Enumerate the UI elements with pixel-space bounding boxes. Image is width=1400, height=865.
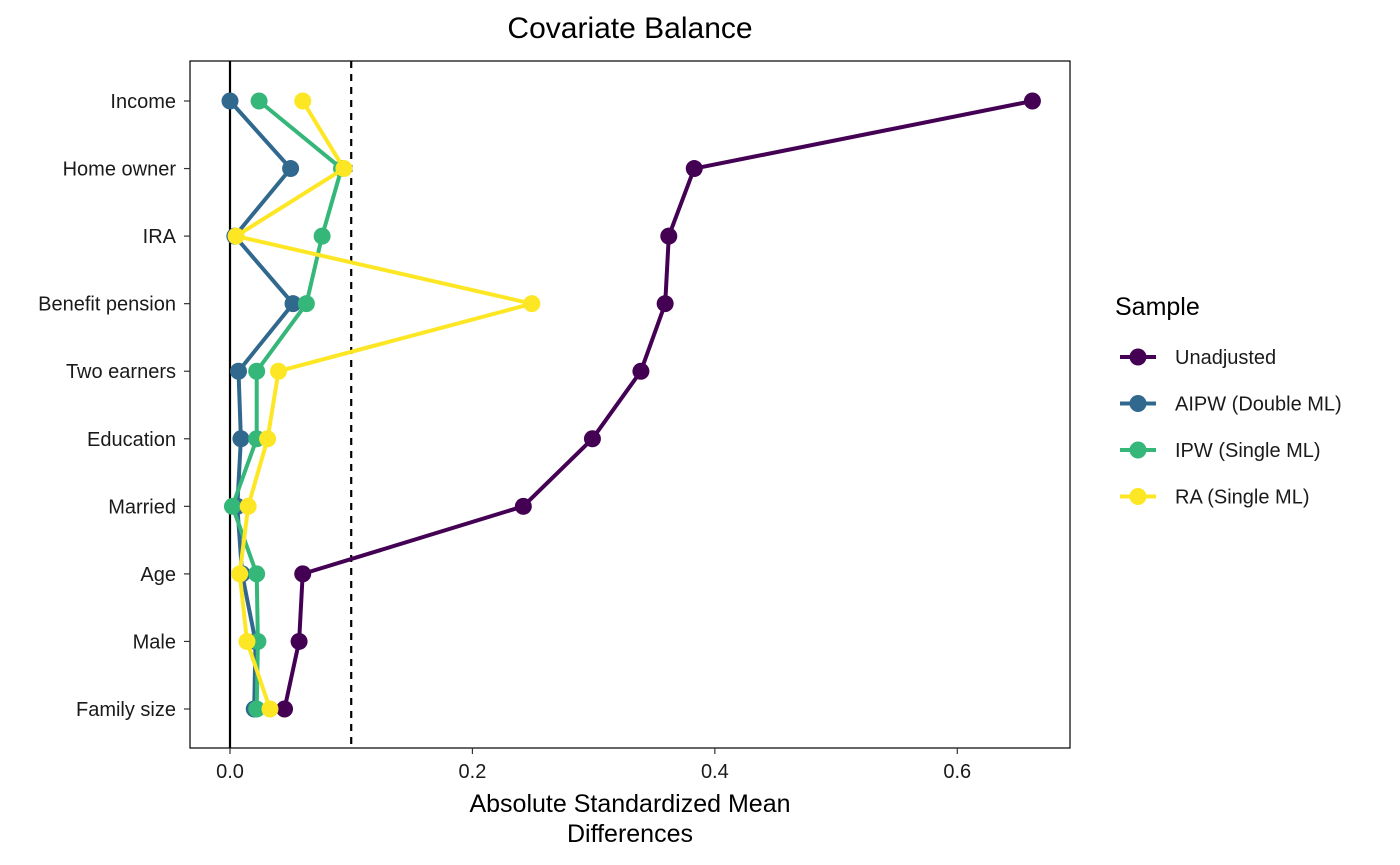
data-point: [284, 295, 302, 313]
x-tick-label: 0.4: [701, 761, 729, 783]
data-point: [261, 700, 279, 718]
legend-title: Sample: [1115, 293, 1200, 321]
data-point: [227, 227, 245, 245]
y-tick-label: Age: [140, 564, 176, 586]
x-tick-label: 0.0: [216, 761, 244, 783]
data-point: [583, 430, 601, 448]
legend: Sample Unadjusted AIPW (Double ML) IPW (Si…: [1115, 293, 1342, 509]
data-point: [229, 362, 247, 380]
legend-key-point: [1129, 488, 1147, 505]
data-point: [231, 565, 249, 583]
data-point: [297, 295, 315, 313]
y-tick-label: Benefit pension: [38, 294, 176, 316]
data-point: [238, 632, 256, 650]
data-point: [523, 295, 541, 313]
y-tick-label: Married: [108, 496, 176, 518]
legend-label: AIPW (Double ML): [1175, 394, 1342, 416]
data-point: [290, 632, 308, 650]
data-point: [269, 362, 287, 380]
data-point: [221, 92, 239, 110]
data-point: [335, 160, 353, 178]
data-point: [294, 565, 312, 583]
data-point: [223, 497, 241, 515]
data-point: [632, 362, 650, 380]
series-0: [276, 92, 1041, 718]
y-axis: Income Home owner IRA Benefit pension Two ea…: [38, 91, 190, 721]
legend-key-point: [1129, 441, 1147, 459]
data-point: [313, 227, 331, 245]
series-line: [282, 99, 1035, 711]
y-tick-label: Family size: [76, 699, 176, 721]
data-point: [259, 430, 277, 448]
reference-lines: [228, 61, 353, 748]
data-point: [250, 92, 268, 110]
y-tick-label: Education: [87, 429, 176, 451]
plot-panel: [189, 60, 1071, 749]
x-tick-label: 0.6: [943, 761, 971, 783]
x-tick-label: 0.2: [459, 761, 487, 783]
data-point: [514, 497, 532, 515]
data-point: [282, 160, 300, 178]
chart-title: Covariate Balance: [507, 12, 752, 45]
data-point: [685, 160, 703, 178]
data-point: [1023, 92, 1041, 110]
data-point: [248, 362, 266, 380]
series-layer: [221, 92, 1041, 718]
series-line: [234, 99, 534, 711]
y-tick-label: Two earners: [66, 361, 176, 383]
data-point: [660, 227, 678, 245]
y-tick-label: IRA: [143, 226, 177, 248]
series-line: [230, 99, 344, 711]
data-point: [276, 700, 294, 718]
data-point: [232, 430, 250, 448]
legend-label: Unadjusted: [1175, 347, 1276, 369]
legend-key-point: [1129, 395, 1147, 412]
y-tick-label: Male: [133, 631, 176, 653]
series-line: [228, 99, 295, 711]
data-point: [239, 497, 257, 515]
data-point: [248, 700, 266, 718]
data-point: [656, 295, 674, 313]
data-point: [248, 565, 266, 583]
legend-label: IPW (Single ML): [1175, 440, 1321, 462]
legend-label: RA (Single ML): [1175, 487, 1310, 509]
series-3: [227, 92, 541, 718]
legend-key-point: [1129, 348, 1147, 366]
y-tick-label: Income: [110, 91, 176, 113]
x-axis-title-line-2: Differences: [567, 820, 693, 848]
y-tick-label: Home owner: [63, 159, 177, 181]
x-axis-title-line-1: Absolute Standardized Mean: [469, 790, 790, 818]
data-point: [294, 92, 312, 110]
x-axis: 0.0 0.2 0.4 0.6: [216, 748, 971, 783]
